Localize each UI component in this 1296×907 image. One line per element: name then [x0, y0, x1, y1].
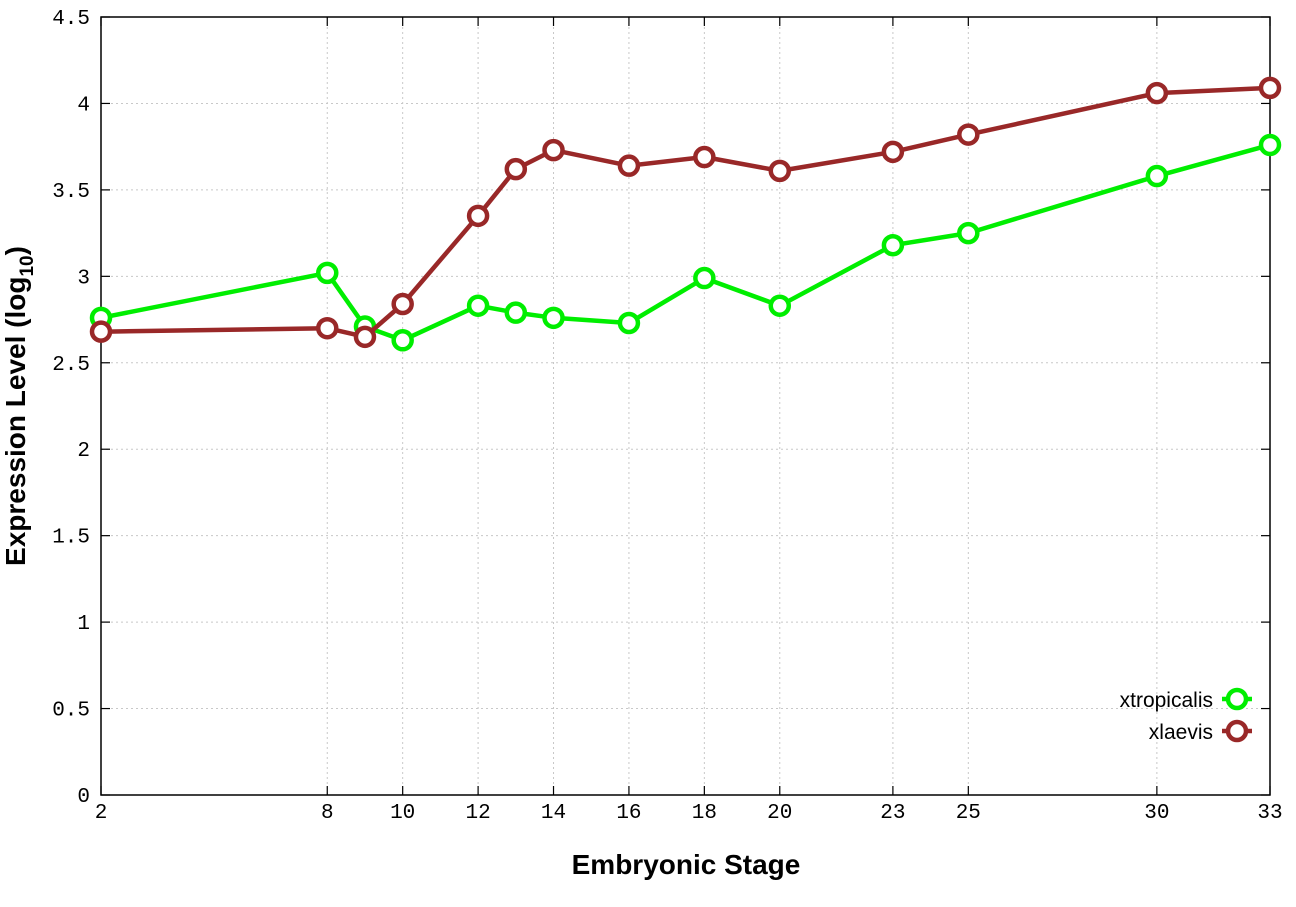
data-point-xlaevis	[391, 292, 414, 316]
data-point-xlaevis	[466, 204, 490, 228]
plot-frame	[100, 16, 1271, 796]
y-tick-label: 1.5	[52, 527, 90, 550]
y-tick-label: 0	[77, 786, 90, 809]
x-tick-label: 25	[956, 802, 981, 825]
data-point-xtropicalis	[391, 329, 414, 352]
x-tick-label: 33	[1257, 802, 1282, 825]
y-axis-title-subscript: 10	[17, 255, 38, 276]
data-point-xlaevis	[768, 159, 792, 183]
data-point-xlaevis	[1145, 81, 1169, 105]
x-tick-label: 20	[767, 802, 792, 825]
legend-marker-xtropicalis	[1225, 687, 1249, 711]
data-point-xtropicalis	[617, 311, 641, 335]
data-point-xlaevis	[1258, 76, 1282, 100]
data-point-xtropicalis	[316, 261, 339, 285]
series-line-xtropicalis	[100, 142, 1271, 343]
y-tick-label: 2	[77, 440, 90, 463]
legend-label-xlaevis: xlaevis	[1149, 721, 1213, 744]
grid	[101, 17, 1270, 795]
y-axis-title: Expression Level (log10)	[0, 246, 38, 566]
data-point-xlaevis	[316, 316, 339, 340]
data-point-xtropicalis	[542, 306, 565, 330]
series-line-xlaevis	[100, 85, 1271, 340]
data-point-xlaevis	[957, 123, 980, 146]
y-tick-label: 0.5	[52, 700, 90, 723]
data-point-xtropicalis	[504, 301, 528, 324]
x-tick-label: 14	[541, 802, 566, 825]
y-tick-label: 4	[77, 94, 90, 117]
data-point-xtropicalis	[768, 294, 792, 317]
data-point-xtropicalis	[957, 221, 980, 245]
data-point-xlaevis	[542, 138, 565, 162]
data-point-xlaevis	[504, 157, 528, 181]
x-tick-label: 2	[95, 802, 108, 825]
x-tick-label: 30	[1144, 802, 1169, 825]
y-tick-label: 3.5	[52, 181, 90, 204]
legend-marker-xlaevis	[1225, 719, 1249, 743]
x-tick-label: 12	[465, 802, 490, 825]
data-point-xtropicalis	[1258, 133, 1282, 157]
x-tick-label: 18	[692, 802, 717, 825]
x-tick-label: 8	[321, 802, 334, 825]
y-tick-label: 3	[77, 267, 90, 290]
data-point-xlaevis	[881, 140, 905, 164]
tick-labels: 0 0.5 1 1.5 2 2.5 3 3.5 4 4.5 2 8 10 12 14 16 18 20 23 25 30…	[52, 8, 1282, 825]
data-point-xtropicalis	[466, 294, 490, 317]
y-tick-label: 1	[77, 613, 90, 636]
data-point-xlaevis	[89, 320, 113, 343]
axis-ticks	[100, 16, 1271, 796]
data-point-xtropicalis	[1145, 164, 1169, 188]
data-point-xlaevis	[353, 325, 377, 349]
x-tick-label: 23	[880, 802, 905, 825]
data-point-xlaevis	[693, 145, 716, 169]
data-point-xtropicalis	[881, 233, 905, 257]
data-point-xtropicalis	[693, 266, 716, 290]
y-tick-label: 2.5	[52, 354, 90, 377]
series-group	[89, 76, 1282, 352]
x-tick-label: 16	[616, 802, 641, 825]
x-axis-title: Embryonic Stage	[572, 849, 801, 880]
x-tick-label: 10	[390, 802, 415, 825]
y-tick-label: 4.5	[52, 8, 90, 31]
legend: xtropicalis xlaevis	[1120, 687, 1252, 744]
legend-label-xtropicalis: xtropicalis	[1120, 689, 1213, 712]
data-point-xlaevis	[617, 154, 641, 177]
